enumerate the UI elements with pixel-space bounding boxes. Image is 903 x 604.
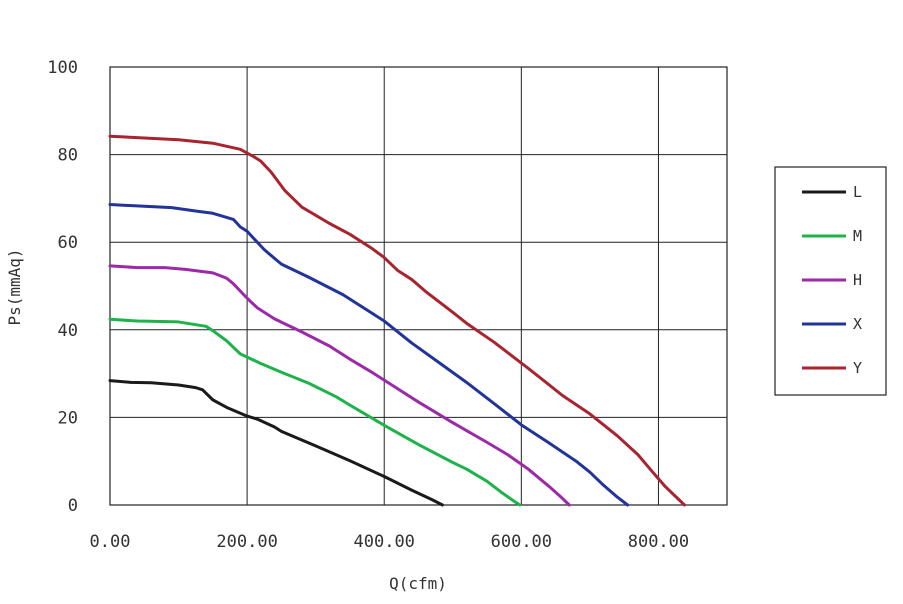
y-tick-label: 100 bbox=[47, 58, 78, 78]
y-tick-label: 20 bbox=[58, 408, 78, 428]
x-axis-ticks: 0.00 200.00 400.00 600.00 800.00 bbox=[90, 532, 690, 552]
x-tick-label: 200.00 bbox=[216, 532, 277, 552]
series-line-y bbox=[108, 134, 686, 507]
y-tick-label: 60 bbox=[58, 233, 78, 253]
x-tick-label: 0.00 bbox=[90, 532, 131, 552]
y-axis-ticks: 0 20 40 60 80 100 bbox=[47, 58, 78, 516]
legend-label-x: X bbox=[853, 315, 862, 333]
series-line-l bbox=[108, 379, 444, 507]
series-line-m bbox=[108, 317, 522, 507]
legend-label-h: H bbox=[853, 271, 862, 289]
legend: L M H X Y bbox=[774, 166, 887, 396]
x-tick-label: 600.00 bbox=[491, 532, 552, 552]
x-axis-title: Q(cfm) bbox=[389, 574, 447, 593]
legend-label-m: M bbox=[853, 227, 862, 245]
series-line-x bbox=[108, 203, 630, 507]
legend-label-l: L bbox=[853, 183, 862, 201]
series-line-h bbox=[108, 264, 571, 507]
y-tick-label: 40 bbox=[58, 321, 78, 341]
y-tick-label: 80 bbox=[58, 146, 78, 166]
legend-label-y: Y bbox=[853, 359, 862, 377]
y-tick-label: 0 bbox=[68, 496, 78, 516]
legend-entries: L M H X Y bbox=[802, 183, 862, 377]
x-tick-label: 800.00 bbox=[628, 532, 689, 552]
y-axis-title: Ps(mmAq) bbox=[5, 248, 24, 325]
plot-frame bbox=[109, 66, 728, 506]
x-tick-label: 400.00 bbox=[354, 532, 415, 552]
series-group bbox=[108, 134, 686, 507]
